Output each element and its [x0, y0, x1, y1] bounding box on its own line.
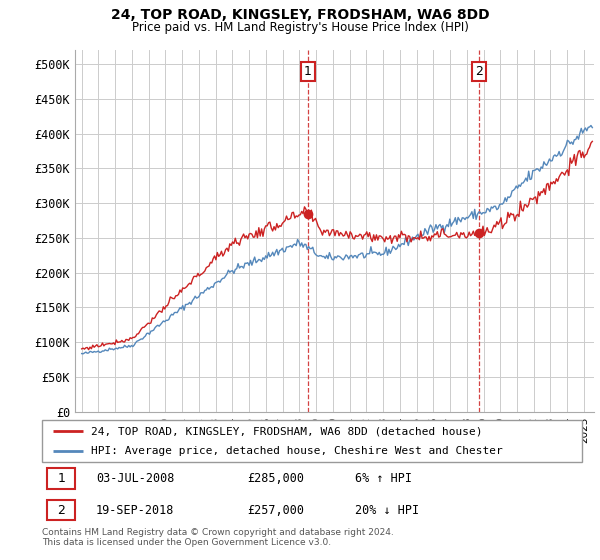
Text: 2: 2	[475, 65, 483, 78]
Text: HPI: Average price, detached house, Cheshire West and Chester: HPI: Average price, detached house, Ches…	[91, 446, 502, 456]
Text: 19-SEP-2018: 19-SEP-2018	[96, 503, 175, 516]
Text: 2: 2	[58, 503, 65, 516]
Bar	[47, 468, 76, 489]
Text: 20% ↓ HPI: 20% ↓ HPI	[355, 503, 419, 516]
Bar	[47, 500, 76, 520]
Text: Price paid vs. HM Land Registry's House Price Index (HPI): Price paid vs. HM Land Registry's House …	[131, 21, 469, 34]
Text: 24, TOP ROAD, KINGSLEY, FRODSHAM, WA6 8DD (detached house): 24, TOP ROAD, KINGSLEY, FRODSHAM, WA6 8D…	[91, 426, 482, 436]
Text: 03-JUL-2008: 03-JUL-2008	[96, 472, 175, 485]
Text: £257,000: £257,000	[247, 503, 304, 516]
Text: 1: 1	[58, 472, 65, 485]
Text: Contains HM Land Registry data © Crown copyright and database right 2024.
This d: Contains HM Land Registry data © Crown c…	[42, 528, 394, 547]
Text: 24, TOP ROAD, KINGSLEY, FRODSHAM, WA6 8DD: 24, TOP ROAD, KINGSLEY, FRODSHAM, WA6 8D…	[110, 8, 490, 22]
Text: 6% ↑ HPI: 6% ↑ HPI	[355, 472, 412, 485]
Text: £285,000: £285,000	[247, 472, 304, 485]
Text: 1: 1	[304, 65, 311, 78]
